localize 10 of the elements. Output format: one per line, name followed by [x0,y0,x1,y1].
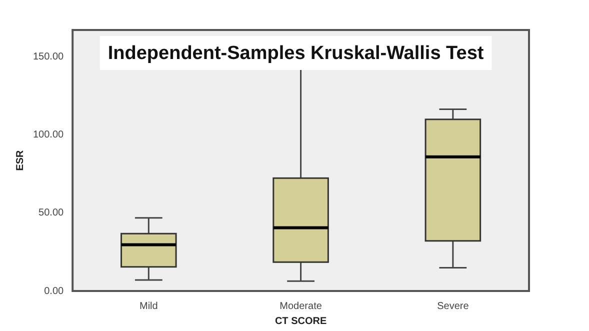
x-tick-label: Moderate [280,300,322,312]
x-tick-label: Mild [139,300,158,312]
y-axis-title: ESR [14,149,26,171]
text: Independent-Samples Kruskal-Wallis Test [108,43,484,64]
x-tick-label: Severe [437,300,470,312]
y-tick-label: 50.00 [38,208,64,219]
x-axis-title: CT SCORE [274,316,327,327]
y-tick-label: 100.00 [32,129,64,140]
y-tick-label: 0.00 [44,286,64,297]
y-tick-label: 150.00 [32,51,64,62]
